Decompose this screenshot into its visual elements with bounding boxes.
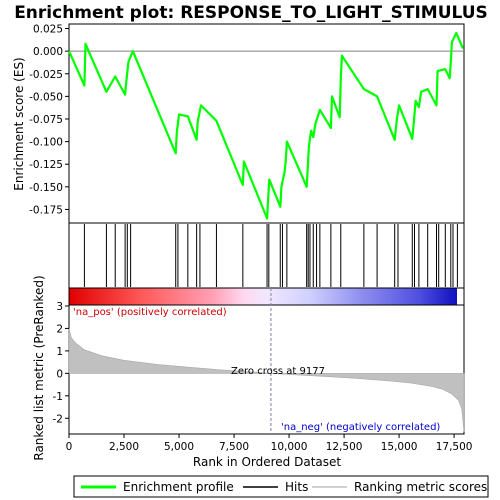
es-y-tick-label: -0.025 <box>29 69 63 81</box>
ranking-metric-area <box>69 328 464 431</box>
x-tick-label: 7,500 <box>219 441 249 453</box>
ranked-y-axis-label: Ranked list metric (PreRanked) <box>32 275 46 460</box>
x-ticks: 0 2,500 5,000 7,500 10,000 12,500 15,000 17,500 <box>66 434 473 453</box>
legend-hits-label: Hits <box>285 480 308 494</box>
legend-ranking-label: Ranking metric scores <box>354 480 487 494</box>
ranking-metric-fill <box>69 328 464 431</box>
es-y-tick-label: -0.150 <box>29 182 63 194</box>
es-panel: 0.025 0.000 -0.025 -0.050 -0.075 -0.100 -0.125… <box>12 24 464 223</box>
ranked-y-tick-label: 0 <box>56 368 63 380</box>
ranked-y-ticks: 3 2 1 0 -1 -2 <box>53 301 69 425</box>
ranked-y-tick-label: -2 <box>53 413 63 425</box>
legend-enrichment-label: Enrichment profile <box>123 480 234 494</box>
x-tick-label: 10,000 <box>271 441 308 453</box>
es-y-tick-label: -0.050 <box>29 91 63 103</box>
x-tick-label: 12,500 <box>326 441 363 453</box>
ranked-y-tick-label: -1 <box>53 391 63 403</box>
chart-title: Enrichment plot: RESPONSE_TO_LIGHT_STIMU… <box>14 3 488 23</box>
x-tick-label: 15,000 <box>381 441 418 453</box>
pos-correlated-label: 'na_pos' (positively correlated) <box>73 307 227 318</box>
ranked-y-tick-label: 1 <box>56 346 63 358</box>
x-tick-label: 2,500 <box>109 441 139 453</box>
es-y-axis-label: Enrichment score (ES) <box>12 57 26 190</box>
es-y-tick-label: -0.175 <box>29 204 63 216</box>
legend: Enrichment profile Hits Ranking metric s… <box>74 476 488 497</box>
rank-color-bar <box>69 288 464 305</box>
x-axis-label: Rank in Ordered Dataset <box>193 455 341 469</box>
es-y-tick-label: -0.125 <box>29 159 63 171</box>
es-y-tick-label: 0.000 <box>33 46 63 58</box>
es-y-tick-label: -0.100 <box>29 137 63 149</box>
color-bar-gradient <box>69 288 457 305</box>
zero-cross-label: Zero cross at 9177 <box>231 366 325 377</box>
x-tick-label: 17,500 <box>436 441 473 453</box>
ranked-y-tick-label: 2 <box>56 323 63 335</box>
neg-correlated-label: 'na_neg' (negatively correlated) <box>281 422 440 433</box>
hits-panel-frame <box>69 223 464 288</box>
es-y-tick-label: -0.075 <box>29 114 63 126</box>
x-tick-label: 5,000 <box>164 441 194 453</box>
x-tick-label: 0 <box>66 441 73 453</box>
es-y-ticks: 0.025 0.000 -0.025 -0.050 -0.075 -0.100 -0.125… <box>29 24 69 217</box>
es-y-tick-label: 0.025 <box>33 24 63 36</box>
es-panel-frame <box>69 24 464 223</box>
hits-panel <box>69 223 464 288</box>
ranked-y-tick-label: 3 <box>56 301 63 313</box>
